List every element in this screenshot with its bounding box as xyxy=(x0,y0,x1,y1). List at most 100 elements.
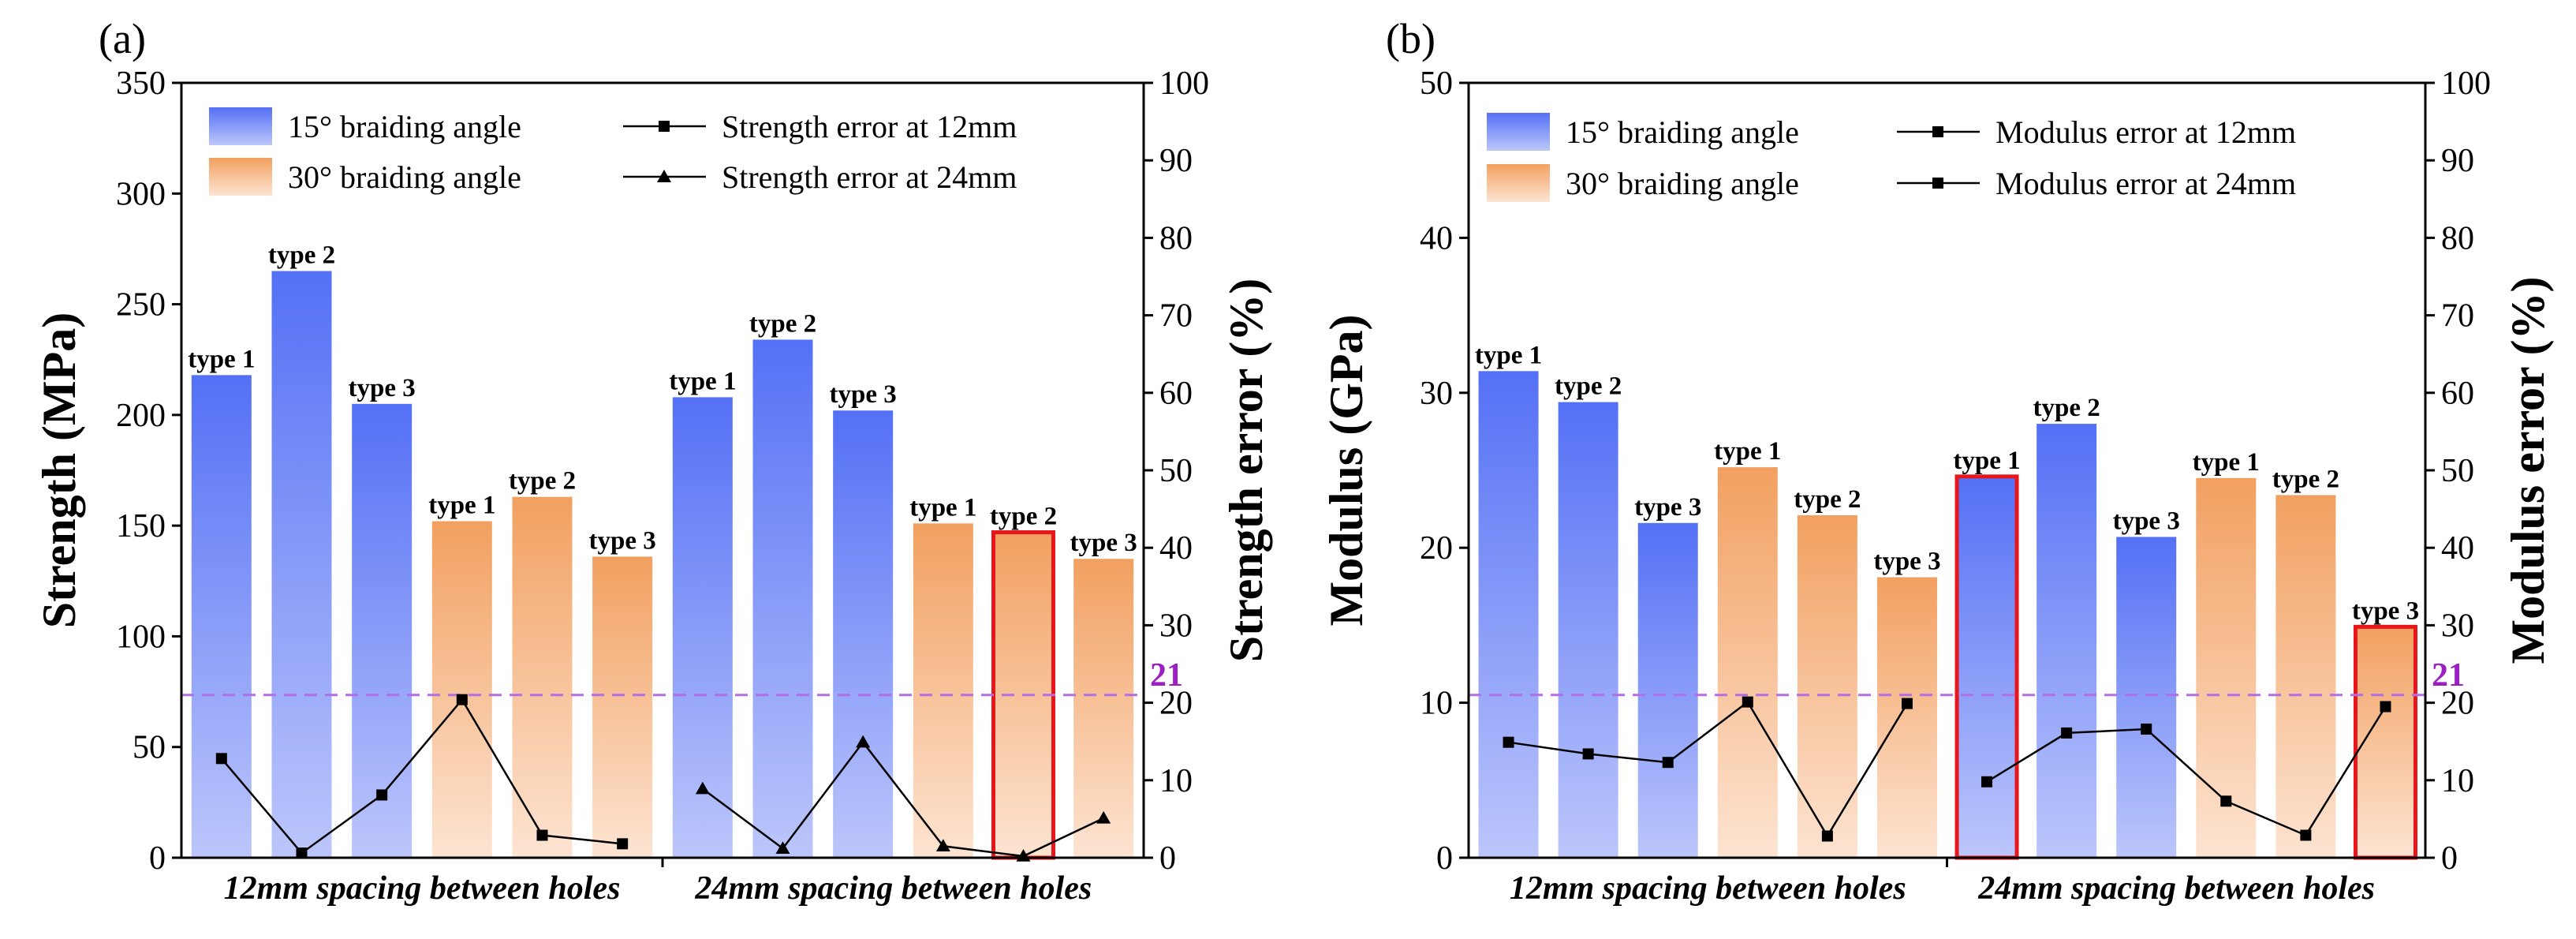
x-group-label-1: 12mm spacing between holes xyxy=(224,870,621,907)
bar-label-9: type 3 xyxy=(830,380,897,409)
bar-label-12: type 3 xyxy=(2352,597,2419,625)
error-line-1 xyxy=(220,698,623,855)
panel-letter: (a) xyxy=(99,15,146,62)
legend-swatch-1 xyxy=(1487,113,1550,151)
bar-2 xyxy=(1558,402,1618,859)
error-point-1-4 xyxy=(456,694,468,705)
y2-tick-label: 50 xyxy=(2441,453,2474,489)
bar-label-8: type 2 xyxy=(749,309,816,338)
y-tick-label: 50 xyxy=(133,730,166,766)
error-point-2-3 xyxy=(2141,723,2152,735)
bar-4 xyxy=(431,521,492,858)
bar-label-2: type 2 xyxy=(1555,372,1622,401)
error-point-2-6 xyxy=(2380,701,2391,713)
y2-tick-label: 70 xyxy=(2441,298,2474,335)
y-tick-label: 150 xyxy=(116,508,166,544)
legend-label-4: Strength error at 24mm xyxy=(722,159,1017,195)
bar-label-12: type 3 xyxy=(1070,529,1137,557)
legend-marker-2 xyxy=(659,121,670,132)
y-tick-label: 100 xyxy=(116,619,166,655)
legend-label-3: 30° braiding angle xyxy=(288,159,521,195)
y2-tick-label: 40 xyxy=(1159,530,1193,567)
error-point-1-6 xyxy=(617,838,629,850)
y2-tick-label: 30 xyxy=(2441,608,2474,644)
error-line-1 xyxy=(1508,700,1909,838)
error-point-2-4 xyxy=(935,839,950,852)
bar-4 xyxy=(1717,467,1778,858)
y2-tick-label: 10 xyxy=(2441,763,2474,799)
error-point-1-2 xyxy=(296,847,308,859)
bar-5 xyxy=(1797,514,1857,858)
bar-label-1: type 1 xyxy=(1475,341,1542,369)
bar-label-5: type 2 xyxy=(509,467,576,496)
bar-label-9: type 3 xyxy=(2113,507,2180,535)
bar-7 xyxy=(1954,474,2019,860)
bar-label-5: type 2 xyxy=(1794,485,1861,514)
y2-tick-label: 30 xyxy=(1159,608,1193,644)
threshold-label: 21 xyxy=(2432,657,2465,694)
legend-marker-4 xyxy=(657,170,671,182)
bar-2 xyxy=(271,271,332,858)
y2-axis-title: Strength error (%) xyxy=(1220,279,1272,663)
bar-label-8: type 2 xyxy=(2033,394,2100,422)
bar-label-3: type 3 xyxy=(1634,493,1701,522)
y-tick-label: 50 xyxy=(1420,65,1453,102)
panel-letter: (b) xyxy=(1386,15,1435,62)
y2-tick-label: 50 xyxy=(1159,453,1193,489)
error-point-2-1 xyxy=(1981,776,1993,787)
bar-8 xyxy=(2037,424,2097,858)
y-tick-label: 250 xyxy=(116,287,166,324)
error-point-2-6 xyxy=(1096,810,1111,824)
legend-marker-4 xyxy=(1932,178,1943,189)
error-point-2-4 xyxy=(2220,795,2232,807)
legend-swatch-3 xyxy=(1487,164,1550,202)
error-point-2-2 xyxy=(2061,727,2073,739)
bar-label-7: type 1 xyxy=(669,367,736,395)
x-group-label-2: 24mm spacing between holes xyxy=(694,870,1092,907)
y2-tick-label: 70 xyxy=(1159,298,1193,335)
y2-tick-label: 20 xyxy=(1159,686,1193,722)
x-group-label-2: 24mm spacing between holes xyxy=(1977,870,2375,907)
y-tick-label: 30 xyxy=(1420,376,1453,412)
y-tick-label: 200 xyxy=(116,398,166,434)
legend-marker-2 xyxy=(1932,126,1943,137)
error-line-2 xyxy=(702,740,1104,858)
error-point-1-1 xyxy=(215,753,227,765)
y2-tick-label: 0 xyxy=(2441,840,2458,877)
legend-label-2: Strength error at 12mm xyxy=(722,109,1017,144)
y2-tick-label: 60 xyxy=(2441,376,2474,412)
y2-tick-label: 80 xyxy=(1159,220,1193,256)
legend-label-1: 15° braiding angle xyxy=(1566,114,1799,150)
y-tick-label: 20 xyxy=(1420,530,1453,567)
y-tick-label: 350 xyxy=(116,65,166,102)
bar-label-4: type 1 xyxy=(1714,437,1781,466)
bar-1 xyxy=(1478,371,1539,859)
bar-9 xyxy=(2116,537,2177,858)
error-point-1-6 xyxy=(1901,698,1913,709)
error-point-2-2 xyxy=(775,841,790,854)
bar-label-7: type 1 xyxy=(1953,447,2020,475)
x-group-label-1: 12mm spacing between holes xyxy=(1510,870,1906,907)
bar-8 xyxy=(752,339,813,858)
y2-tick-label: 60 xyxy=(1159,376,1193,412)
threshold-label: 21 xyxy=(1150,657,1183,694)
legend-label-4: Modulus error at 24mm xyxy=(1995,166,2296,201)
bar-12 xyxy=(1073,559,1134,858)
bar-9 xyxy=(833,410,894,858)
y-tick-label: 0 xyxy=(149,840,166,877)
bar-10 xyxy=(913,523,973,858)
bar-label-3: type 3 xyxy=(349,374,416,402)
y2-axis-title: Modulus error (%) xyxy=(2502,276,2554,664)
bar-10 xyxy=(2196,477,2257,858)
error-line-2 xyxy=(1986,705,2387,837)
error-point-1-5 xyxy=(1821,830,1833,842)
error-point-1-5 xyxy=(536,829,548,841)
bar-label-4: type 1 xyxy=(428,492,495,520)
error-point-1-1 xyxy=(1503,736,1514,748)
bar-label-11: type 2 xyxy=(2272,465,2339,493)
bar-label-6: type 3 xyxy=(589,526,656,555)
error-point-2-5 xyxy=(2300,829,2312,841)
chart-panel-p2: (b) type 1 type 2 type 3 type 1 type 2 type 3 t… xyxy=(1320,15,2554,907)
y-tick-label: 10 xyxy=(1420,686,1453,722)
legend-swatch-1 xyxy=(209,107,272,145)
